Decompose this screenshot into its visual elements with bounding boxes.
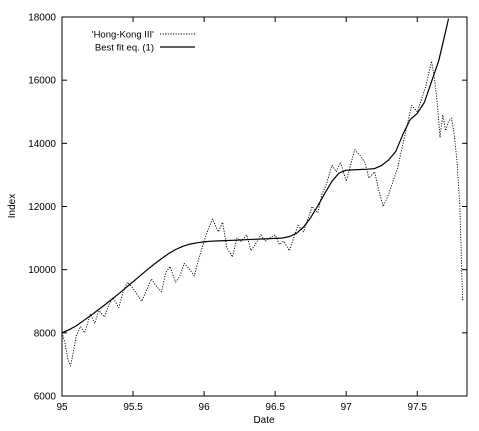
y-tick-label: 18000 bbox=[28, 13, 56, 24]
y-tick-label: 12000 bbox=[28, 202, 56, 213]
series-best-fit-line bbox=[61, 18, 450, 334]
x-tick-label: 95.5 bbox=[123, 402, 143, 413]
series-layer bbox=[61, 18, 464, 367]
x-tick-label: 96.5 bbox=[265, 402, 285, 413]
y-tick-label: 16000 bbox=[28, 76, 56, 87]
series-hong-kong-iii-line bbox=[61, 60, 464, 367]
x-tick-label: 97.5 bbox=[408, 402, 428, 413]
y-tick-label: 14000 bbox=[28, 139, 56, 150]
legend-label: Best fit eq. (1) bbox=[95, 43, 154, 54]
y-axis-label: Index bbox=[7, 194, 18, 218]
x-tick-label: 97 bbox=[341, 402, 353, 413]
y-tick-label: 8000 bbox=[34, 328, 57, 339]
tick-marks bbox=[61, 16, 467, 397]
x-tick-label: 95 bbox=[56, 402, 68, 413]
plot-frame bbox=[61, 16, 468, 397]
x-tick-label: 96 bbox=[199, 402, 211, 413]
y-tick-label: 10000 bbox=[28, 265, 56, 276]
y-tick-label: 6000 bbox=[34, 392, 57, 403]
x-axis-label: Date bbox=[253, 415, 275, 426]
tick-labels: 95 95.5 96 96.5 97 97.5 6000 8000 10000 12000 1400… bbox=[28, 13, 427, 414]
legend: 'Hong-Kong III' Best fit eq. (1) bbox=[92, 30, 195, 54]
legend-label: 'Hong-Kong III' bbox=[92, 30, 154, 41]
